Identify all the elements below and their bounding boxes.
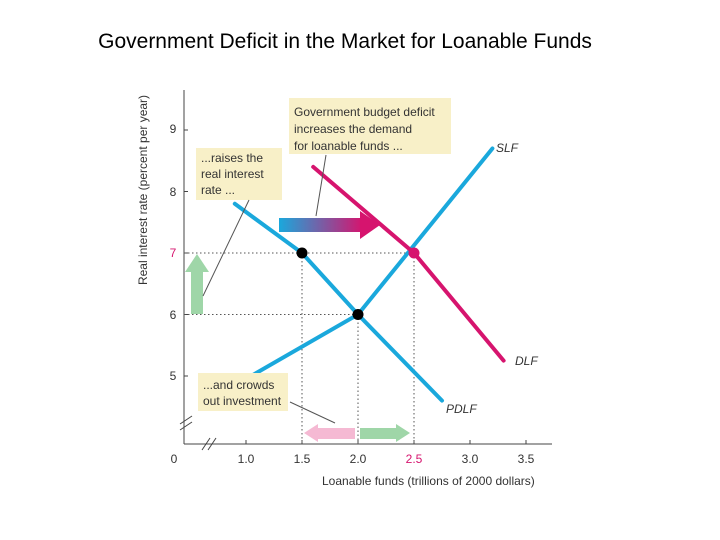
y-tick-label: 9 — [170, 122, 177, 136]
x-tick-label: 1.5 — [294, 452, 311, 466]
annotation-line: ...and crowds — [203, 378, 274, 392]
dlf-curve — [311, 164, 506, 363]
x-axis-title: Loanable funds (trillions of 2000 dollar… — [322, 474, 535, 488]
y-tick-label-highlight: 7 — [170, 246, 177, 260]
y-axis-break — [179, 415, 193, 425]
x-axis-break — [201, 437, 211, 451]
annotation-line: Government budget deficit — [294, 105, 435, 119]
y-tick-label: 6 — [170, 308, 177, 322]
x-tick-marks — [245, 440, 527, 444]
x-tick-label: 1.0 — [238, 452, 255, 466]
x-tick-label: 3.0 — [462, 452, 479, 466]
pdlf-label: PDLF — [446, 402, 477, 416]
y-axis-title: Real interest rate (percent per year) — [136, 95, 150, 285]
annotation-raises-rate: ...raises the real interest rate ... — [196, 148, 282, 297]
annotation-deficit: Government budget deficit increases the … — [289, 98, 451, 217]
x-tick-label: 2.0 — [350, 452, 367, 466]
annotation-line: out investment — [203, 394, 282, 408]
pdlf-curve — [232, 201, 444, 403]
interest-rate-rise-arrow — [185, 254, 209, 314]
annotation-line: ...raises the — [201, 151, 263, 165]
loanable-funds-increase-arrow — [360, 424, 410, 442]
annotation-line: rate ... — [201, 183, 235, 197]
y-axis-break — [179, 421, 193, 431]
dotted-guides — [184, 252, 415, 444]
y-tick-label: 5 — [170, 369, 177, 383]
x-tick-label: 0 — [171, 452, 178, 466]
slide-title: Government Deficit in the Market for Loa… — [98, 30, 592, 53]
x-axis-break — [207, 437, 217, 451]
crowding-out-arrow — [304, 424, 355, 442]
equilibrium-point — [408, 247, 420, 259]
slf-label: SLF — [496, 141, 519, 155]
annotation-line: for loanable funds ... — [294, 139, 403, 153]
x-tick-label: 3.5 — [518, 452, 535, 466]
equilibrium-point — [352, 309, 364, 320]
demand-shift-arrow — [279, 211, 380, 239]
x-tick-label-highlight: 2.5 — [406, 452, 423, 466]
annotation-crowds-out: ...and crowds out investment — [198, 373, 336, 424]
dlf-label: DLF — [515, 354, 538, 368]
annotation-line: increases the demand — [294, 122, 412, 136]
annotation-line: real interest — [201, 167, 264, 181]
equilibrium-point — [296, 247, 308, 259]
y-tick-label: 8 — [170, 185, 177, 199]
equilibrium-points — [296, 247, 420, 320]
